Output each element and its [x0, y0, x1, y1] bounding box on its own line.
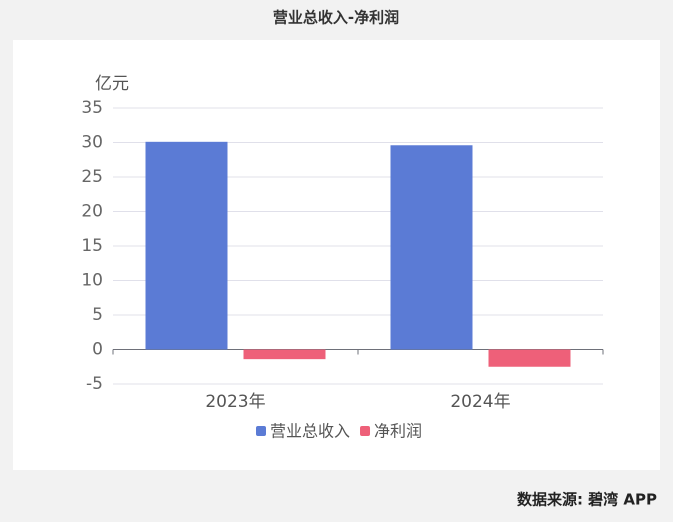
chart-title: 营业总收入-净利润: [273, 9, 399, 27]
y-tick-label: 0: [92, 340, 103, 360]
legend-swatch: [360, 426, 371, 436]
y-tick-label: 35: [81, 98, 103, 118]
y-tick-label: 5: [92, 305, 103, 325]
bar: [243, 349, 326, 360]
y-tick-label: -5: [86, 374, 103, 394]
bar: [145, 141, 228, 350]
panel: [13, 40, 660, 470]
y-unit: 亿元: [95, 74, 129, 94]
y-tick-label: 20: [81, 202, 103, 222]
bar: [390, 145, 473, 350]
legend-label: 净利润: [374, 422, 422, 441]
y-tick-label: 30: [81, 133, 103, 153]
y-tick-label: 25: [81, 167, 103, 187]
legend-label: 营业总收入: [270, 422, 350, 441]
legend-swatch: [256, 426, 266, 436]
y-tick-label: 10: [81, 271, 103, 291]
x-tick-label: 2024年: [450, 392, 510, 412]
source: 数据来源: 碧湾 APP: [517, 491, 657, 509]
bar: [488, 349, 571, 367]
y-tick-label: 15: [81, 236, 103, 256]
x-tick-label: 2023年: [205, 392, 265, 412]
